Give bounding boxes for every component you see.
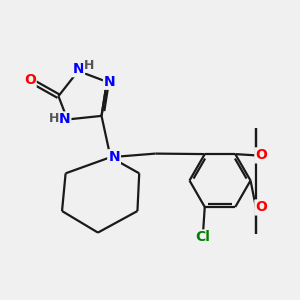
Text: N: N	[59, 112, 70, 127]
Text: H: H	[49, 112, 59, 125]
Text: O: O	[24, 73, 36, 87]
Text: N: N	[72, 62, 84, 76]
Text: Cl: Cl	[196, 230, 210, 244]
Text: N: N	[104, 75, 116, 89]
Text: O: O	[255, 148, 267, 162]
Text: N: N	[108, 150, 120, 164]
Text: H: H	[84, 59, 94, 72]
Text: O: O	[255, 200, 267, 214]
